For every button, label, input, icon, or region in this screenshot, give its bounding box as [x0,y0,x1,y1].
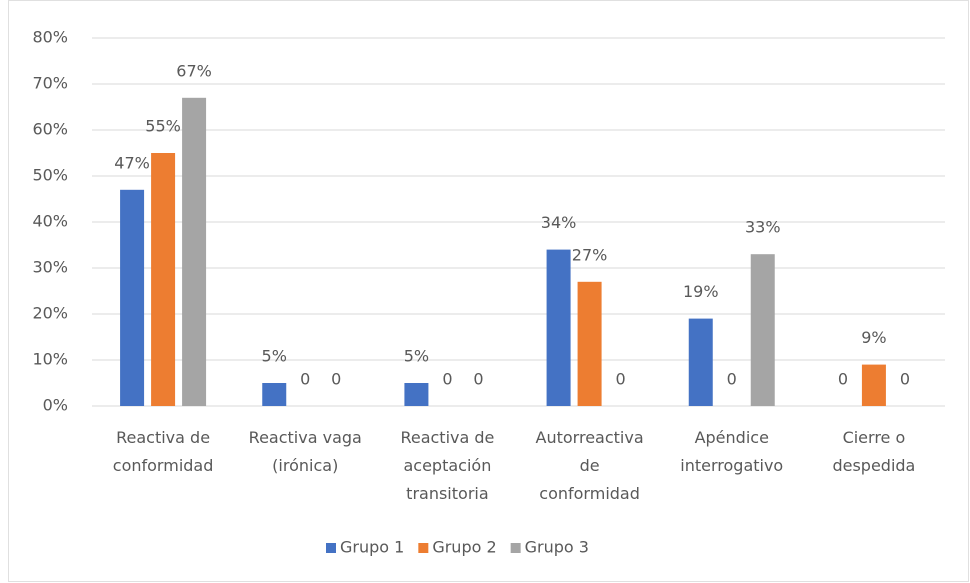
x-tick-label: Reactiva de aceptación transitoria [400,428,494,503]
y-tick-label: 60% [32,120,68,139]
bar [151,153,176,406]
y-tick-label: 20% [32,304,68,323]
data-label: 55% [145,117,181,136]
data-label: 0 [300,370,310,389]
x-tick-label: Cierre o despedida [832,428,915,475]
y-tick-label: 40% [32,212,68,231]
legend-label: Grupo 1 [340,538,404,557]
data-label: 67% [176,61,212,80]
data-label: 0 [473,370,483,389]
bar [120,189,145,406]
legend-swatch [326,543,336,553]
data-label: 47% [114,153,150,172]
legend-label: Grupo 3 [525,538,589,557]
data-label: 0 [838,370,848,389]
x-tick-label: Apéndice interrogativo [680,428,783,475]
data-label: 0 [727,370,737,389]
data-label: 19% [683,282,719,301]
y-tick-label: 30% [32,258,68,277]
legend-swatch [510,543,521,553]
bar [182,97,207,407]
y-tick-label: 80% [32,28,68,47]
data-label: 5% [262,347,287,366]
data-label: 0 [331,370,341,389]
data-label: 34% [541,213,577,232]
y-tick-label: 70% [32,74,68,93]
bar [546,249,571,406]
data-label: 33% [745,218,781,237]
y-tick-label: 50% [32,166,68,185]
bar [404,383,429,406]
bar [688,318,713,406]
bar [577,281,602,406]
data-label: 0 [442,370,452,389]
data-label: 9% [861,328,886,347]
data-label: 5% [404,347,429,366]
data-label: 0 [615,370,625,389]
y-tick-label: 0% [43,396,68,415]
legend-label: Grupo 2 [432,538,496,557]
y-tick-label: 10% [32,350,68,369]
x-tick-label: Reactiva vaga (irónica) [249,428,362,475]
x-tick-label: Autorreactiva de conformidad [536,428,644,503]
bar [262,383,287,406]
data-label: 0 [900,370,910,389]
data-label: 27% [572,245,608,264]
legend-swatch [418,543,429,553]
bar [861,364,886,406]
x-tick-label: Reactiva de conformidad [113,428,214,475]
bar [750,254,775,406]
